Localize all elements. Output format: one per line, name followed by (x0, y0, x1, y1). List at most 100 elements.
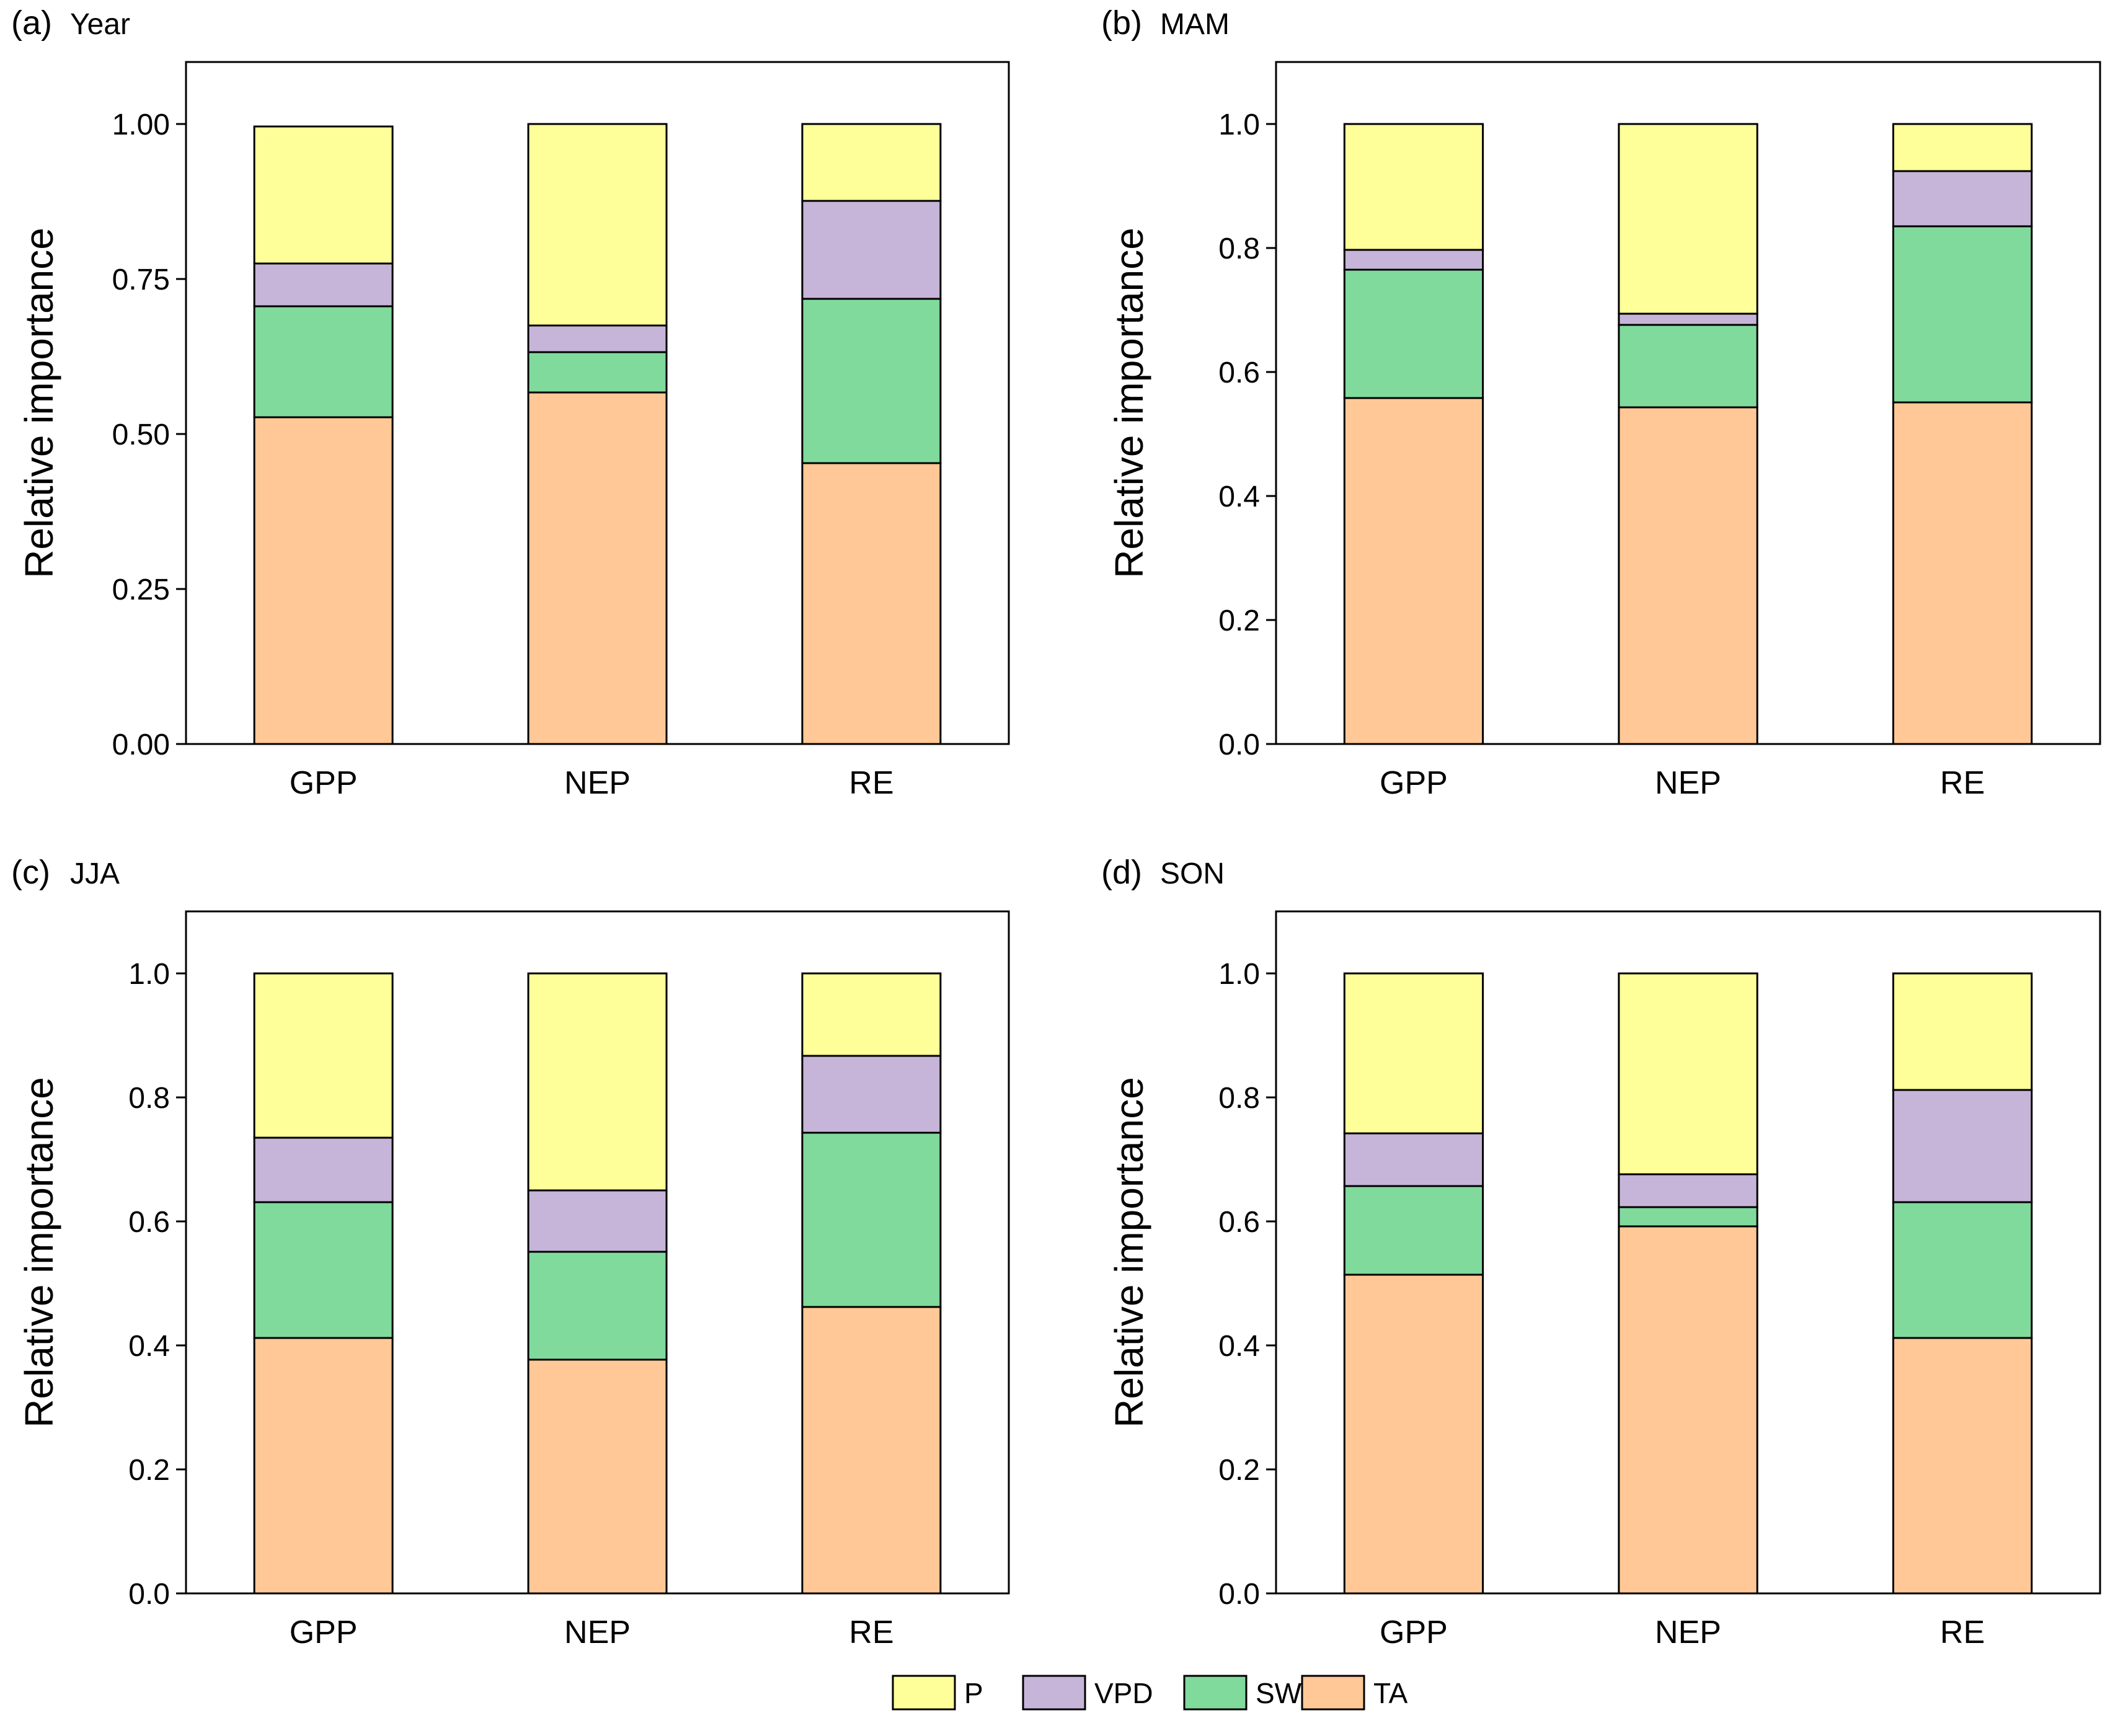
y-tick-label: 0.4 (1218, 480, 1260, 513)
bar-segment-sw-re (801, 1132, 942, 1308)
bar-segment-vpd-gpp (1343, 1132, 1484, 1187)
y-axis-label: Relative importance (1107, 1077, 1151, 1428)
x-tick-label: RE (1940, 765, 1985, 801)
bar-segment-ta-re (801, 1306, 942, 1595)
y-tick-label: 0.6 (1218, 1206, 1260, 1239)
y-tick-label: 0.8 (1218, 232, 1260, 265)
bar-segment-sw-gpp (1343, 1185, 1484, 1276)
chart-panel-4: GPP NEP RE 0.0 0.2 0.4 0.6 0.8 1.0 Relative impor… (1101, 854, 2101, 1650)
bar-segment-ta-nep (1618, 1225, 1758, 1595)
panel-label: (a) (11, 4, 52, 42)
y-tick-label: 1.00 (112, 108, 170, 141)
bar-segment-vpd-nep (1618, 312, 1758, 326)
y-tick-label: 0.00 (112, 728, 170, 761)
legend: P VPD SW TA (892, 1675, 1408, 1711)
y-tick-label: 0.0 (1218, 728, 1260, 761)
bar-segment-vpd-gpp (253, 262, 394, 308)
panel-title: JJA (70, 857, 120, 890)
bar-segment-sw-nep (1618, 324, 1758, 409)
legend-swatch-p (892, 1675, 956, 1711)
x-tick-label: GPP (290, 1614, 358, 1650)
bar-segment-ta-nep (527, 1358, 668, 1595)
bar-segment-p-re (1892, 123, 2033, 172)
panel-label: (c) (11, 854, 50, 891)
x-tick-label: GPP (1380, 1614, 1448, 1650)
bar-segment-ta-gpp (253, 1337, 394, 1595)
bar-segment-vpd-re (1892, 170, 2033, 228)
bar-segment-vpd-re (1892, 1089, 2033, 1203)
y-tick-label: 0.75 (112, 264, 170, 296)
legend-label-sw: SW (1256, 1677, 1302, 1709)
panel-title: MAM (1160, 8, 1230, 41)
bar-segment-p-gpp (253, 125, 394, 265)
bar-segment-p-gpp (253, 972, 394, 1139)
bar-segment-ta-re (1892, 1337, 2033, 1595)
y-tick-label: 0.8 (128, 1082, 170, 1115)
y-tick-label: 0.6 (128, 1206, 170, 1239)
bar-segment-vpd-nep (1618, 1173, 1758, 1208)
y-tick-label: 0.6 (1218, 356, 1260, 389)
bar-segment-sw-gpp (253, 305, 394, 418)
y-tick-label: 0.2 (1218, 604, 1260, 637)
x-tick-label: RE (1940, 1614, 1985, 1650)
y-tick-label: 1.0 (1218, 108, 1260, 141)
x-tick-label: NEP (564, 1614, 631, 1650)
y-axis-label: Relative importance (17, 228, 61, 578)
bar-segment-ta-re (1892, 401, 2033, 745)
panel-title: SON (1160, 857, 1225, 890)
bar-segment-vpd-nep (527, 1189, 668, 1253)
bar-segment-p-nep (527, 972, 668, 1192)
x-tick-label: NEP (1655, 1614, 1721, 1650)
x-tick-label: GPP (1380, 765, 1448, 801)
x-tick-label: NEP (1655, 765, 1721, 801)
legend-label-ta: TA (1373, 1677, 1408, 1709)
legend-swatch-vpd (1022, 1675, 1086, 1711)
y-tick-label: 0.0 (128, 1578, 170, 1611)
bar-segment-sw-nep (527, 351, 668, 394)
bar-segment-ta-gpp (253, 416, 394, 745)
legend-label-vpd: VPD (1094, 1677, 1153, 1709)
bar-segment-sw-nep (527, 1251, 668, 1361)
chart-panel-1: GPP NEP RE 0.00 0.25 0.50 0.75 1.00 Relative imp… (11, 4, 1010, 801)
y-tick-label: 1.0 (1218, 958, 1260, 991)
y-tick-label: 0.50 (112, 418, 170, 451)
x-tick-label: NEP (564, 765, 631, 801)
panel-label: (b) (1101, 4, 1142, 42)
y-tick-label: 0.4 (128, 1330, 170, 1363)
panel-title: Year (70, 8, 130, 41)
bar-segment-sw-re (1892, 1201, 2033, 1339)
y-tick-label: 0.4 (1218, 1330, 1260, 1363)
bar-segment-sw-re (1892, 225, 2033, 404)
bar-segment-ta-gpp (1343, 397, 1484, 745)
y-tick-label: 0.25 (112, 574, 170, 606)
chart-panel-3: GPP NEP RE 0.0 0.2 0.4 0.6 0.8 1.0 Relative impor… (11, 854, 1010, 1650)
y-tick-label: 0.0 (1218, 1578, 1260, 1611)
y-tick-label: 0.2 (128, 1454, 170, 1487)
bar-segment-p-nep (1618, 123, 1758, 315)
bar-segment-p-nep (1618, 972, 1758, 1176)
bar-segment-p-nep (527, 123, 668, 327)
bar-segment-sw-gpp (253, 1201, 394, 1339)
bar-segment-p-re (1892, 972, 2033, 1091)
y-axis-label: Relative importance (1107, 228, 1151, 578)
legend-swatch-sw (1183, 1675, 1248, 1711)
bar-segment-p-re (801, 123, 942, 202)
bar-segment-vpd-nep (527, 324, 668, 353)
bar-segment-ta-re (801, 462, 942, 745)
bar-segment-vpd-gpp (1343, 249, 1484, 271)
bar-segment-p-gpp (1343, 123, 1484, 251)
bar-segment-ta-nep (1618, 406, 1758, 745)
bar-segment-vpd-gpp (253, 1136, 394, 1203)
legend-swatch-ta (1301, 1675, 1365, 1711)
bar-segment-sw-re (801, 298, 942, 464)
bar-segment-vpd-re (801, 200, 942, 300)
bar-segment-vpd-re (801, 1055, 942, 1134)
bar-segment-ta-gpp (1343, 1273, 1484, 1595)
y-tick-label: 1.0 (128, 958, 170, 991)
legend-label-p: P (964, 1677, 983, 1709)
x-tick-label: RE (849, 1614, 893, 1650)
x-tick-label: RE (849, 765, 893, 801)
x-tick-label: GPP (290, 765, 358, 801)
bar-segment-sw-gpp (1343, 268, 1484, 399)
